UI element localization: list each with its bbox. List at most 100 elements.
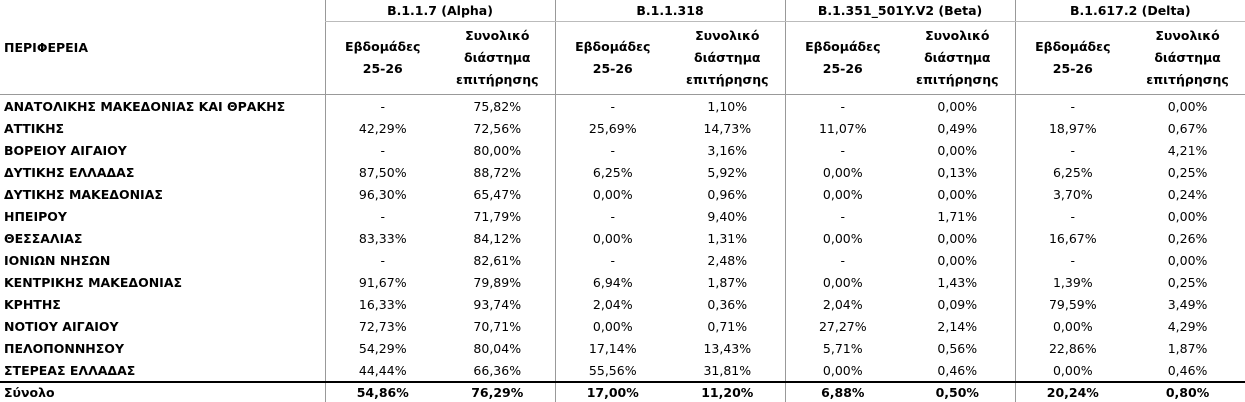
value-cell: 83,33% [325,227,440,249]
value-cell: 0,96% [670,183,785,205]
value-cell: 17,14% [555,337,670,359]
value-cell: - [555,249,670,271]
region-name: ΑΝΑΤΟΛΙΚΗΣ ΜΑΚΕΔΟΝΙΑΣ ΚΑΙ ΘΡΑΚΗΣ [0,95,325,118]
value-cell: 0,13% [900,161,1015,183]
value-cell: 18,97% [1015,117,1130,139]
value-cell: 0,00% [785,227,900,249]
total-value: 0,50% [900,382,1015,402]
value-cell: 0,00% [1015,315,1130,337]
value-cell: 0,00% [785,271,900,293]
group-header: B.1.1.7 (Alpha) [325,0,555,22]
column-header: Εβδομάδες 25-26 [325,22,440,95]
value-cell: - [785,205,900,227]
value-cell: 4,21% [1130,139,1245,161]
value-cell: 0,67% [1130,117,1245,139]
region-name: ΔΥΤΙΚΗΣ ΜΑΚΕΔΟΝΙΑΣ [0,183,325,205]
value-cell: 2,48% [670,249,785,271]
group-header: B.1.617.2 (Delta) [1015,0,1245,22]
value-cell: 80,04% [440,337,555,359]
region-name: ΝΟΤΙΟΥ ΑΙΓΑΙΟΥ [0,315,325,337]
value-cell: 1,43% [900,271,1015,293]
value-cell: 2,04% [785,293,900,315]
value-cell: 31,81% [670,359,785,382]
value-cell: 0,00% [900,139,1015,161]
value-cell: - [555,139,670,161]
value-cell: 66,36% [440,359,555,382]
value-cell: - [325,95,440,118]
value-cell: 6,25% [1015,161,1130,183]
value-cell: 88,72% [440,161,555,183]
value-cell: 93,74% [440,293,555,315]
column-header: Εβδομάδες 25-26 [785,22,900,95]
value-cell: 2,14% [900,315,1015,337]
value-cell: 44,44% [325,359,440,382]
value-cell: 2,04% [555,293,670,315]
value-cell: 5,71% [785,337,900,359]
value-cell: 0,25% [1130,161,1245,183]
value-cell: - [1015,249,1130,271]
value-cell: 0,00% [900,183,1015,205]
column-header: Εβδομάδες 25-26 [1015,22,1130,95]
value-cell: 0,00% [555,183,670,205]
value-cell: 84,12% [440,227,555,249]
data-row: ΙΟΝΙΩΝ ΝΗΣΩΝ-82,61%-2,48%-0,00%-0,00% [0,249,1245,271]
value-cell: 16,33% [325,293,440,315]
value-cell: 16,67% [1015,227,1130,249]
total-value: 20,24% [1015,382,1130,402]
region-name: ΣΤΕΡΕΑΣ ΕΛΛΑΔΑΣ [0,359,325,382]
column-header: Συνολικό διάστημα επιτήρησης [1130,22,1245,95]
column-header: Συνολικό διάστημα επιτήρησης [900,22,1015,95]
value-cell: 6,94% [555,271,670,293]
region-header: ΠΕΡΙΦΕΡΕΙΑ [0,0,325,95]
value-cell: 3,49% [1130,293,1245,315]
value-cell: - [325,139,440,161]
value-cell: 91,67% [325,271,440,293]
value-cell: 1,87% [670,271,785,293]
region-name: ΑΤΤΙΚΗΣ [0,117,325,139]
data-row: ΑΝΑΤΟΛΙΚΗΣ ΜΑΚΕΔΟΝΙΑΣ ΚΑΙ ΘΡΑΚΗΣ-75,82%-… [0,95,1245,118]
value-cell: 87,50% [325,161,440,183]
value-cell: - [325,205,440,227]
value-cell: 54,29% [325,337,440,359]
value-cell: 71,79% [440,205,555,227]
region-name: ΠΕΛΟΠΟΝΝΗΣΟΥ [0,337,325,359]
value-cell: 1,10% [670,95,785,118]
value-cell: 0,00% [900,249,1015,271]
value-cell: - [785,95,900,118]
value-cell: 6,25% [555,161,670,183]
region-name: ΒΟΡΕΙΟΥ ΑΙΓΑΙΟΥ [0,139,325,161]
total-value: 6,88% [785,382,900,402]
column-header-text: Εβδομάδες 25-26 [1035,36,1110,80]
value-cell: 79,59% [1015,293,1130,315]
column-header-text: Συνολικό διάστημα επιτήρησης [916,25,998,91]
value-cell: 13,43% [670,337,785,359]
value-cell: 3,16% [670,139,785,161]
column-header-text: Εβδομάδες 25-26 [575,36,650,80]
value-cell: - [785,249,900,271]
value-cell: 1,87% [1130,337,1245,359]
column-header-text: Εβδομάδες 25-26 [805,36,880,80]
value-cell: 0,00% [1130,249,1245,271]
value-cell: - [1015,95,1130,118]
value-cell: 11,07% [785,117,900,139]
total-value: 17,00% [555,382,670,402]
value-cell: 96,30% [325,183,440,205]
value-cell: 0,26% [1130,227,1245,249]
value-cell: 0,00% [555,227,670,249]
value-cell: 75,82% [440,95,555,118]
value-cell: 70,71% [440,315,555,337]
group-header: B.1.1.318 [555,0,785,22]
value-cell: 0,00% [1130,205,1245,227]
